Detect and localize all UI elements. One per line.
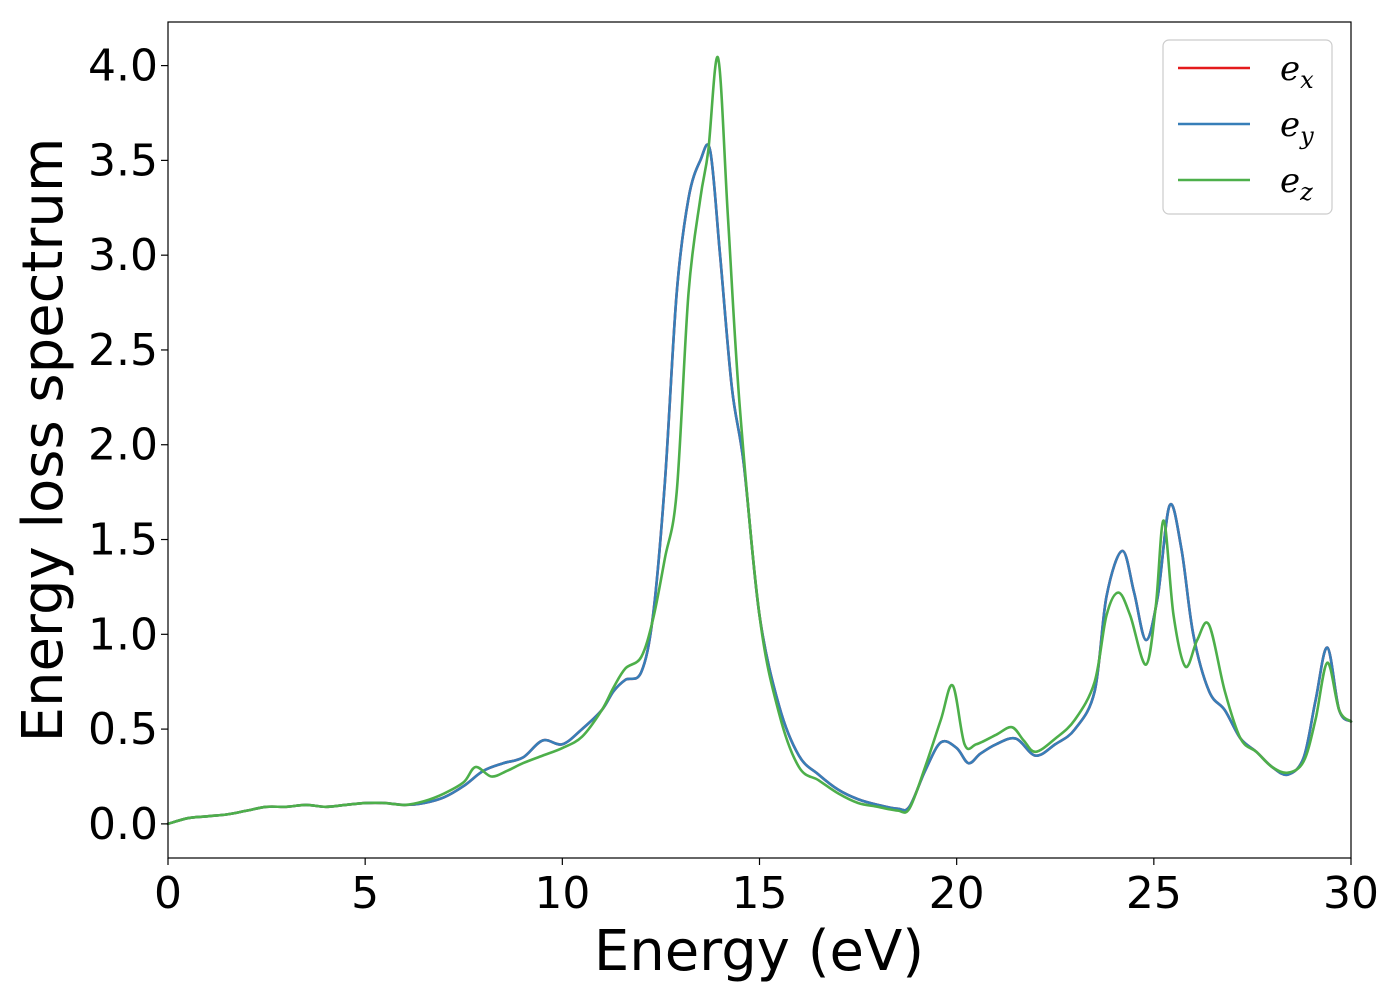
x-tick-label: 10	[534, 868, 590, 919]
plot-area	[168, 22, 1351, 858]
legend-label-x: ex	[1280, 49, 1314, 94]
y-tick-label: 0.0	[88, 799, 158, 850]
legend-label-z: ez	[1280, 161, 1313, 206]
x-tick-label: 15	[732, 868, 788, 919]
y-axis: 0.0 0.5 1.0 1.5 2.0 2.5 3.0 3.5 4.0	[88, 41, 168, 850]
y-tick-label: 4.0	[88, 41, 158, 92]
x-tick-label: 30	[1323, 868, 1379, 919]
series-line-y	[166, 143, 1353, 826]
y-tick-label: 3.0	[88, 230, 158, 281]
x-tick-label: 25	[1126, 868, 1182, 919]
legend-box	[1162, 39, 1333, 215]
y-tick-label: 3.5	[88, 135, 158, 186]
y-tick-label: 1.0	[88, 609, 158, 660]
y-tick-label: 2.0	[88, 420, 158, 471]
x-axis-title: Energy (eV)	[594, 919, 924, 984]
legend: ex ey ez	[1162, 39, 1333, 215]
x-tick-label: 5	[351, 868, 379, 919]
series-line-z	[166, 55, 1353, 826]
legend-label-y: ey	[1280, 105, 1314, 150]
series-layer	[166, 55, 1353, 826]
x-tick-label: 20	[929, 868, 985, 919]
y-axis-title: Energy loss spectrum	[11, 138, 76, 743]
x-axis: 0 5 10 15 20 25 30	[154, 858, 1379, 919]
y-tick-label: 0.5	[88, 704, 158, 755]
y-tick-label: 1.5	[88, 515, 158, 566]
y-tick-label: 2.5	[88, 325, 158, 376]
x-tick-label: 0	[154, 868, 182, 919]
